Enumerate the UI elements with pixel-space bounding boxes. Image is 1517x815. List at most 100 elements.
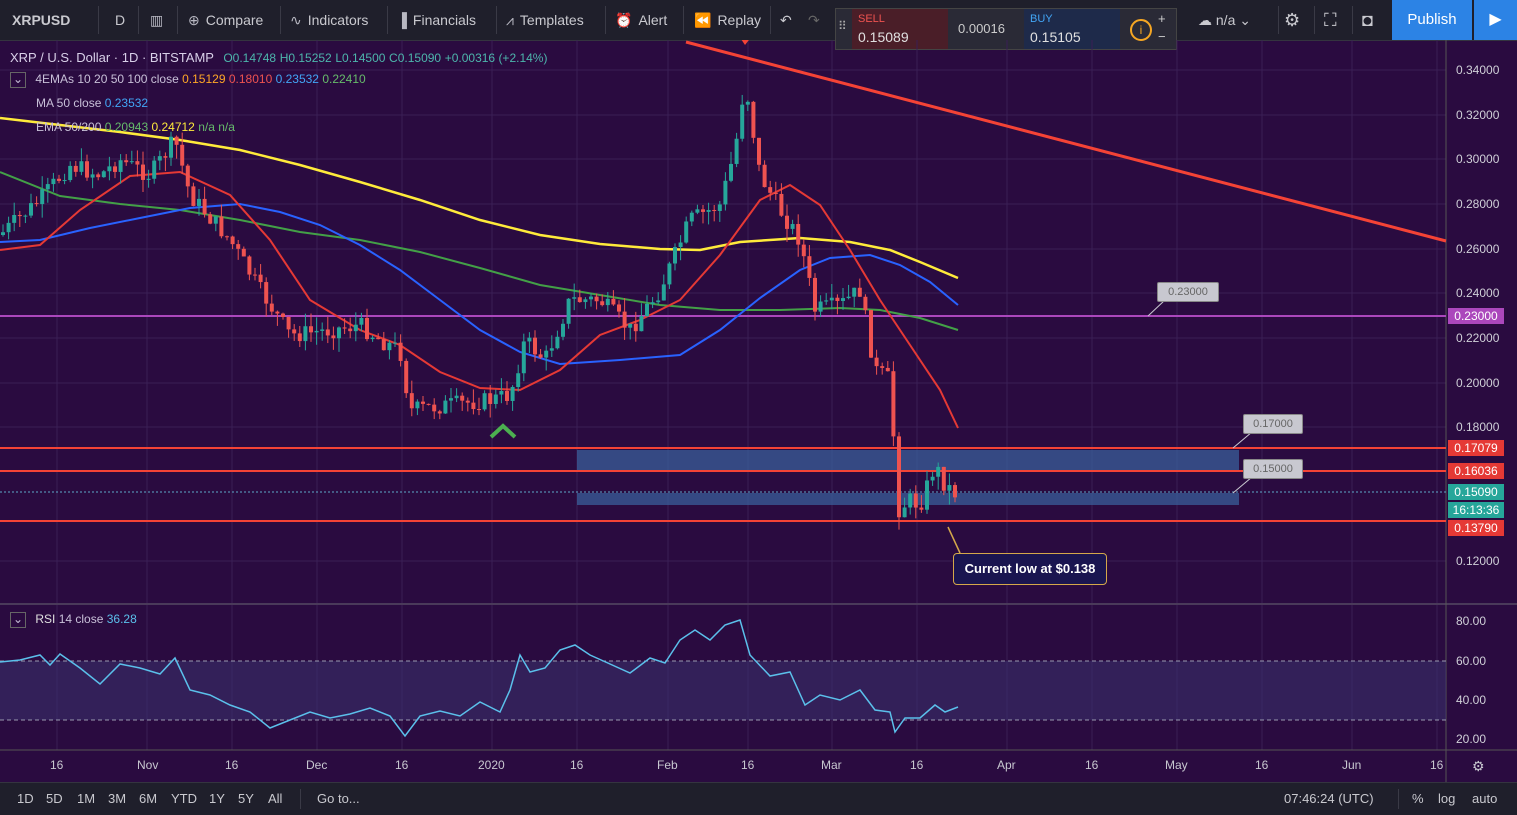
candle-body xyxy=(617,304,621,312)
legend-ema4[interactable]: ⌄ 4EMAs 10 20 50 100 close 0.15129 0.180… xyxy=(10,72,366,88)
price-axis[interactable]: 0.34000 0.32000 0.30000 0.28000 0.26000 … xyxy=(1456,63,1500,746)
chevron-down-icon[interactable]: ⌄ xyxy=(10,612,26,628)
range-3m[interactable]: 3M xyxy=(108,791,127,806)
candle-body xyxy=(493,394,498,404)
symbol-search[interactable]: XRPUSD xyxy=(12,12,71,28)
candles-icon[interactable]: ▥ xyxy=(150,12,164,28)
alert-button[interactable]: ⏰ Alert xyxy=(615,0,667,40)
interval-button[interactable]: D xyxy=(115,12,126,28)
buy-button[interactable]: BUY 0.15105 xyxy=(1024,9,1120,49)
callout-label[interactable]: 0.15000 xyxy=(1243,459,1303,479)
auto-toggle[interactable]: auto xyxy=(1472,791,1498,806)
last-price-tag: 0.15090 xyxy=(1448,484,1504,500)
candle-body xyxy=(639,316,644,332)
compare-label: Compare xyxy=(205,12,264,28)
candle-body xyxy=(129,161,134,163)
annotation-note[interactable]: Current low at $0.138 xyxy=(953,553,1107,585)
candle-body xyxy=(807,256,812,278)
replay-button[interactable]: ⏪ Replay xyxy=(694,0,761,40)
candle-body xyxy=(555,336,560,349)
candle-body xyxy=(538,354,543,358)
minus-icon[interactable]: − xyxy=(1158,29,1166,44)
fullscreen-icon[interactable]: ⛶ xyxy=(1324,10,1337,30)
range-ytd[interactable]: YTD xyxy=(171,791,197,806)
resistance-zone[interactable] xyxy=(577,450,1239,471)
callout-label[interactable]: 0.17000 xyxy=(1243,414,1303,434)
chevron-down-icon[interactable]: ⌄ xyxy=(10,72,26,88)
range-5y[interactable]: 5Y xyxy=(238,791,254,806)
candle-body xyxy=(656,300,661,303)
percent-toggle[interactable]: % xyxy=(1412,791,1424,806)
range-1y[interactable]: 1Y xyxy=(209,791,225,806)
goto-button[interactable]: Go to... xyxy=(317,791,360,806)
plus-icon[interactable]: + xyxy=(1158,11,1166,26)
ema100-line[interactable] xyxy=(0,171,959,331)
drag-handle-icon[interactable]: ⠿ xyxy=(838,19,847,33)
caret-up-icon xyxy=(489,423,517,439)
candle-body xyxy=(897,436,901,518)
legend-ma[interactable]: MA 50 close 0.23532 xyxy=(36,96,148,110)
legend-ema2[interactable]: EMA 50/200 0.20943 0.24712 n/a n/a xyxy=(36,120,235,134)
compare-button[interactable]: ⊕ Compare xyxy=(188,0,263,40)
gear-icon[interactable]: ⚙ xyxy=(1284,10,1301,30)
info-icon[interactable]: i xyxy=(1130,19,1152,41)
time-tick: 16 xyxy=(1085,758,1099,772)
candle-body xyxy=(762,164,767,188)
legend-rsi[interactable]: ⌄ RSI 14 close 36.28 xyxy=(10,612,137,628)
candle-body xyxy=(96,174,101,178)
undo-icon[interactable]: ↶ xyxy=(780,12,792,28)
rsi-line[interactable] xyxy=(0,619,959,738)
ema4-value: 0.23532 xyxy=(275,72,319,86)
ohlc-open: O0.14748 xyxy=(223,51,277,65)
price-tick: 0.24000 xyxy=(1456,286,1500,300)
candle-body xyxy=(107,166,112,172)
log-toggle[interactable]: log xyxy=(1438,791,1456,806)
cloud-icon[interactable]: ☁ n/a ⌄ xyxy=(1198,12,1251,28)
candle-body xyxy=(460,395,465,401)
candle-body xyxy=(34,203,39,205)
rewind-icon: ⏪ xyxy=(694,12,712,28)
support-zone[interactable] xyxy=(577,493,1239,505)
range-all[interactable]: All xyxy=(268,791,283,806)
ema50-line[interactable] xyxy=(0,202,959,366)
candle-body xyxy=(62,180,67,182)
main-chart[interactable]: 0.34000 0.32000 0.30000 0.28000 0.26000 … xyxy=(0,40,1517,782)
range-5d[interactable]: 5D xyxy=(46,791,63,806)
candle-body xyxy=(561,323,565,337)
publish-button[interactable]: Publish xyxy=(1392,0,1472,40)
indicators-button[interactable]: ∿ Indicators xyxy=(290,0,368,40)
downtrend-line[interactable] xyxy=(685,40,1447,243)
ohlc-low: L0.14500 xyxy=(335,51,386,65)
sell-button[interactable]: SELL 0.15089 xyxy=(852,9,948,49)
plus-circle-icon: ⊕ xyxy=(188,12,200,28)
redo-icon[interactable]: ↷ xyxy=(808,12,820,28)
play-icon[interactable]: ▶ xyxy=(1474,0,1517,40)
candle-body xyxy=(325,329,330,336)
camera-icon[interactable]: ◘ xyxy=(1362,10,1373,30)
candle-body xyxy=(281,313,285,317)
candle-body xyxy=(796,224,801,245)
candle-body xyxy=(286,316,291,330)
financials-button[interactable]: ▐ Financials xyxy=(397,0,476,40)
candle-body xyxy=(829,297,834,301)
divider xyxy=(1278,6,1279,34)
range-6m[interactable]: 6M xyxy=(139,791,158,806)
utc-clock[interactable]: 07:46:24 (UTC) xyxy=(1284,791,1374,806)
candle-body xyxy=(79,161,84,172)
candle-body xyxy=(51,178,56,185)
candle-body xyxy=(376,337,381,340)
candle-body xyxy=(818,301,823,312)
callout-label[interactable]: 0.23000 xyxy=(1157,282,1219,302)
candle-body xyxy=(309,326,313,333)
candlestick-series[interactable] xyxy=(1,94,957,530)
candle-body xyxy=(6,222,11,233)
candle-body xyxy=(398,342,403,361)
range-1d[interactable]: 1D xyxy=(17,791,34,806)
ema200-line[interactable] xyxy=(0,116,959,280)
candle-body xyxy=(437,411,442,414)
candle-body xyxy=(941,466,946,491)
range-1m[interactable]: 1M xyxy=(77,791,96,806)
templates-label: Templates xyxy=(519,12,584,28)
gear-icon[interactable]: ⚙ xyxy=(1472,758,1485,774)
templates-button[interactable]: ⩘ Templates xyxy=(506,0,584,40)
